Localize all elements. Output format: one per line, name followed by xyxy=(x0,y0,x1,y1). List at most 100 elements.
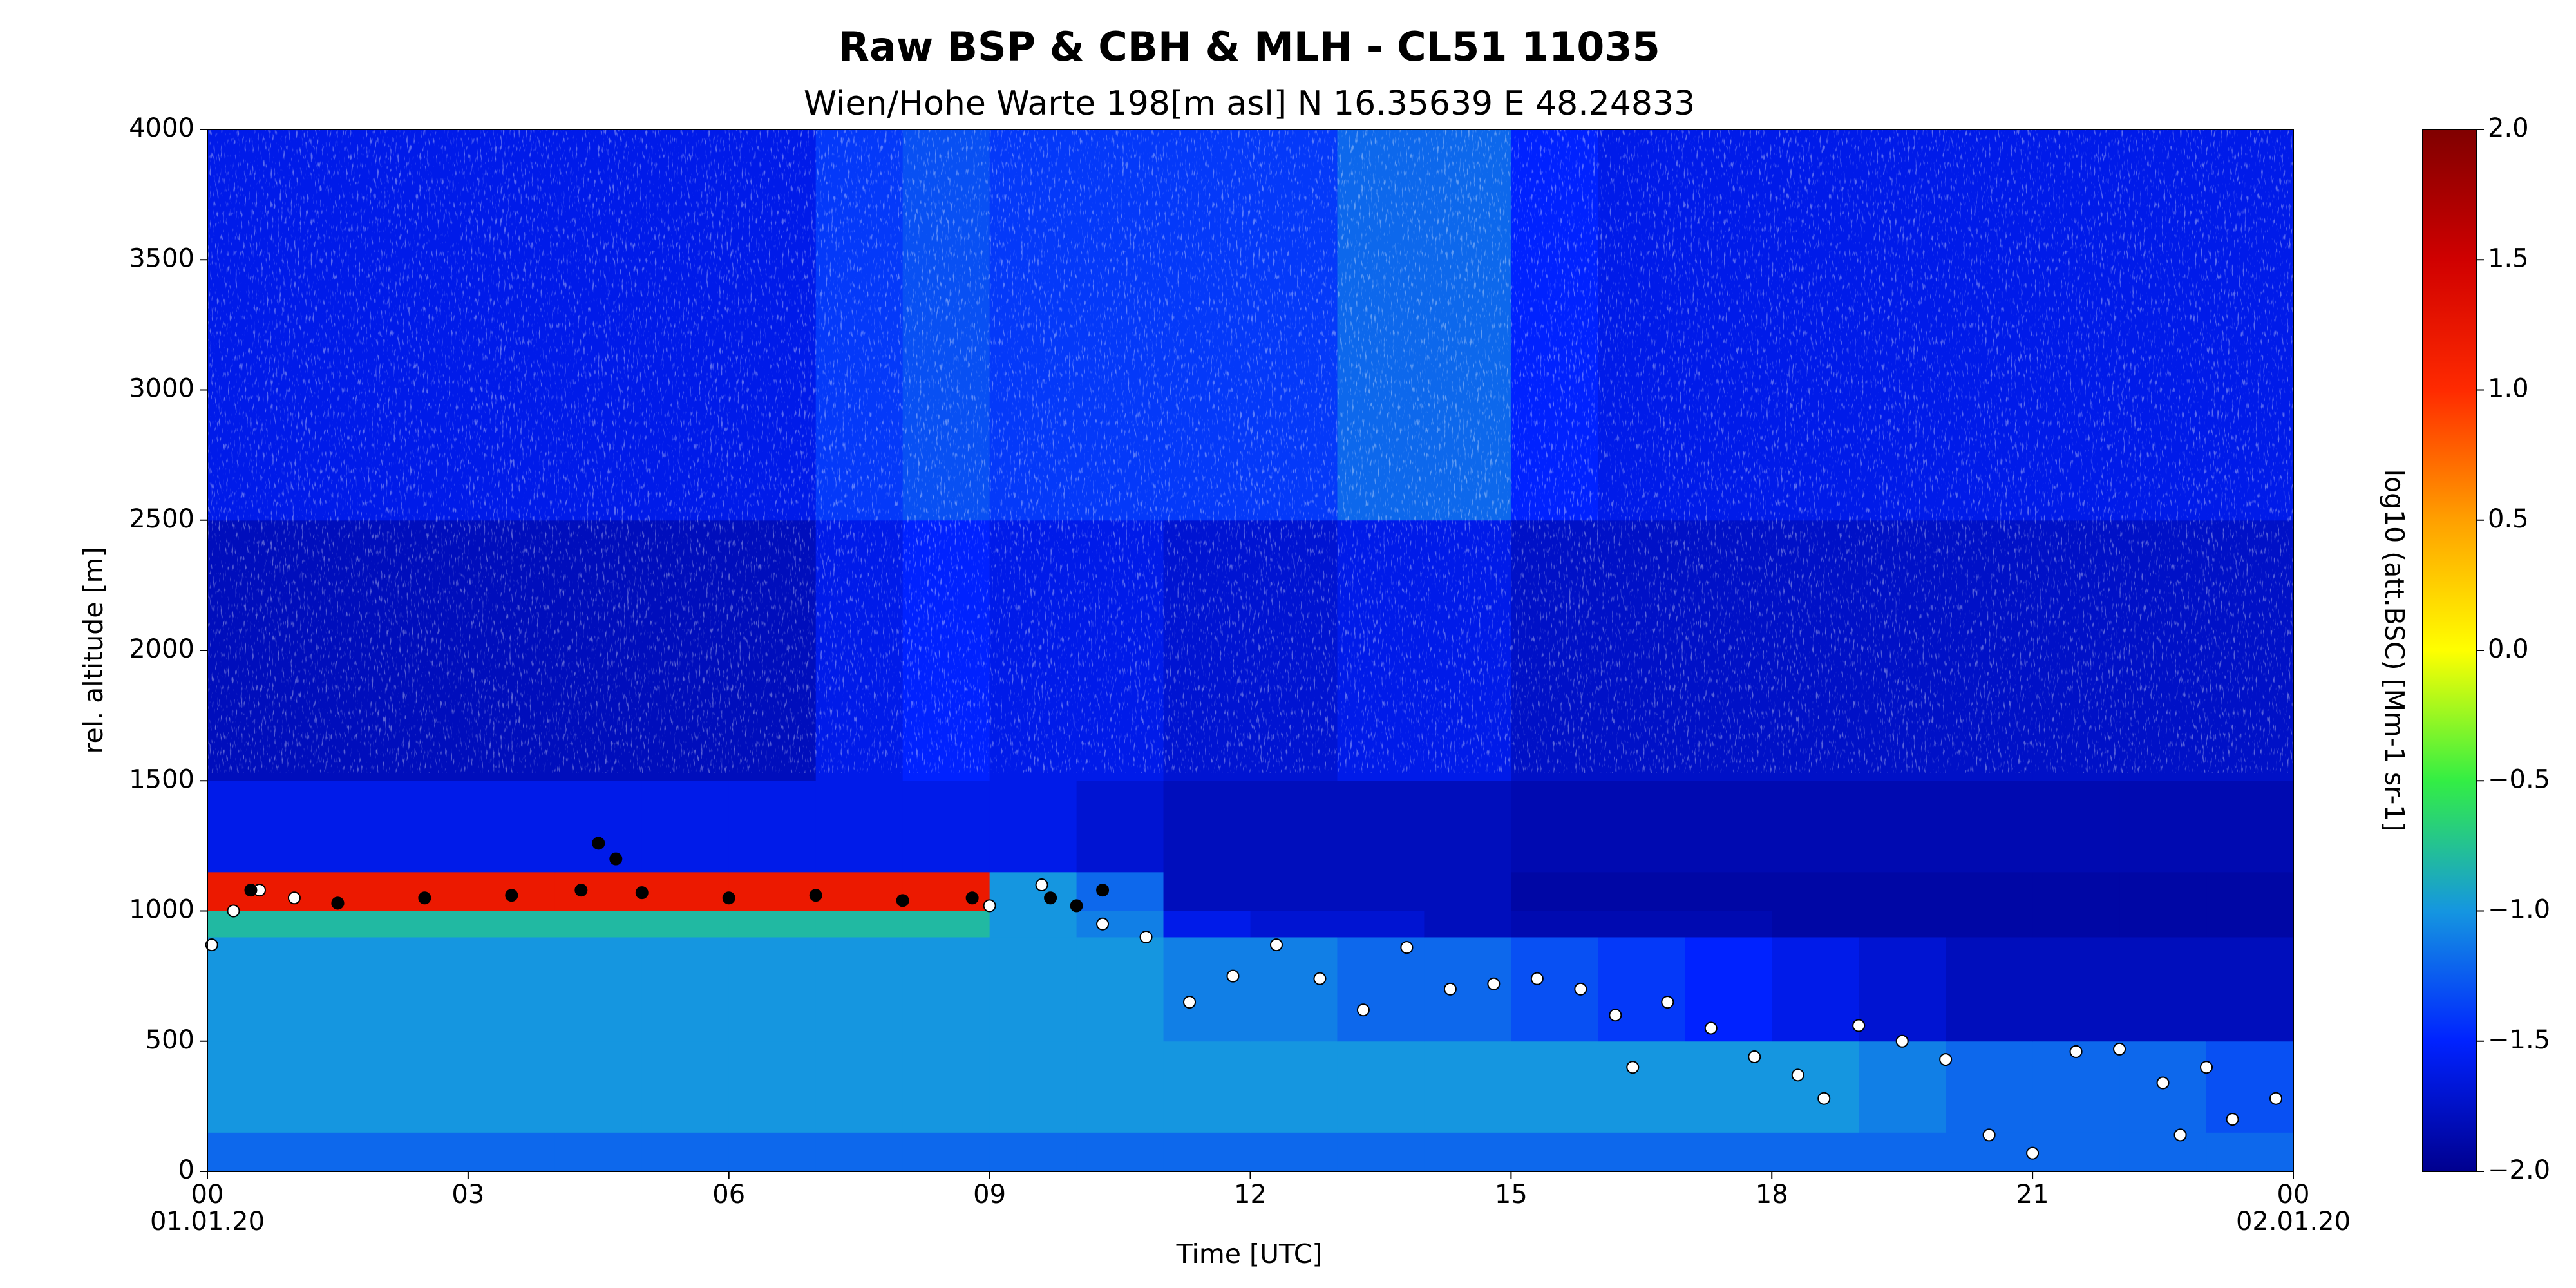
heatmap-cell xyxy=(1076,871,1164,911)
heatmap-cell xyxy=(381,936,469,1042)
heatmap-cell xyxy=(902,781,990,873)
heatmap-cell xyxy=(1598,781,1685,873)
heatmap-cell xyxy=(2206,1041,2293,1133)
marker xyxy=(1096,917,1110,931)
heatmap-cell xyxy=(641,1041,730,1133)
heatmap-cell xyxy=(1163,1041,1251,1133)
x-tick-label: 00 xyxy=(191,1180,224,1209)
heatmap-cell xyxy=(1163,871,1251,911)
heatmap-cell xyxy=(902,911,990,938)
y-tick-label: 4000 xyxy=(129,113,194,143)
marker xyxy=(1852,1019,1866,1032)
heatmap-cell xyxy=(468,1132,556,1171)
heatmap-cell xyxy=(554,936,643,1042)
heatmap-cell xyxy=(1946,936,2033,1042)
chart-subtitle: Wien/Hohe Warte 198[m asl] N 16.35639 E … xyxy=(804,84,1695,123)
marker xyxy=(2026,1146,2040,1160)
heatmap-cell xyxy=(2206,1132,2293,1171)
marker xyxy=(1356,1003,1370,1017)
heatmap-cell xyxy=(2119,871,2207,911)
marker xyxy=(1982,1128,1996,1142)
y-tick-label: 1000 xyxy=(129,895,194,925)
y-tick-label: 0 xyxy=(178,1155,194,1185)
heatmap-cell xyxy=(1859,871,1946,911)
heatmap-cell xyxy=(2206,936,2293,1042)
heatmap-cell xyxy=(1598,911,1685,938)
heatmap-cell xyxy=(2206,871,2293,911)
heatmap-cell xyxy=(1250,936,1338,1042)
heatmap-cell xyxy=(1598,936,1685,1042)
marker xyxy=(1530,972,1544,985)
marker xyxy=(1661,996,1674,1009)
heatmap-cell xyxy=(989,1041,1077,1133)
marker xyxy=(1044,891,1057,905)
colorbar-tick-label: 0.5 xyxy=(2488,504,2529,534)
colorbar-tick-label: 0.0 xyxy=(2488,634,2529,664)
heatmap-cell xyxy=(1685,781,1772,873)
heatmap-cell xyxy=(815,1041,904,1133)
heatmap-cell xyxy=(902,1041,990,1133)
heatmap-cell xyxy=(1424,1041,1511,1133)
heatmap-cell xyxy=(989,781,1077,873)
marker xyxy=(1574,982,1587,996)
marker xyxy=(1400,941,1414,954)
heatmap-cell xyxy=(2032,1132,2120,1171)
heatmap-cell xyxy=(815,911,904,938)
heatmap-cell xyxy=(1337,871,1425,911)
heatmap-cell xyxy=(207,911,295,938)
marker xyxy=(1626,1061,1640,1074)
heatmap-cell xyxy=(381,1041,469,1133)
heatmap-cell xyxy=(1424,936,1511,1042)
heatmap-cell xyxy=(381,781,469,873)
heatmap-cell xyxy=(207,936,295,1042)
colorbar-tick-label: −0.5 xyxy=(2488,764,2550,794)
x-date-label: 01.01.20 xyxy=(150,1207,265,1236)
marker xyxy=(1269,938,1283,952)
heatmap-cell xyxy=(1250,911,1338,938)
colorbar xyxy=(2422,129,2477,1172)
marker xyxy=(1487,977,1501,990)
marker xyxy=(1895,1034,1909,1048)
y-tick-label: 2000 xyxy=(129,634,194,664)
heatmap-cell xyxy=(294,911,382,938)
heatmap-cell xyxy=(1859,1132,1946,1171)
marker xyxy=(2069,1045,2083,1058)
heatmap-cell xyxy=(468,911,556,938)
marker xyxy=(1035,878,1048,892)
y-axis-label: rel. altitude [m] xyxy=(78,547,109,754)
heatmap-cell xyxy=(1163,936,1251,1042)
marker xyxy=(983,899,996,913)
heatmap-cell xyxy=(2119,911,2207,938)
heatmap-cell xyxy=(728,1132,817,1171)
heatmap-cell xyxy=(554,781,643,873)
marker xyxy=(1226,969,1240,983)
heatmap-cell xyxy=(2032,781,2120,873)
heatmap-cell xyxy=(381,911,469,938)
heatmap-cell xyxy=(641,781,730,873)
marker xyxy=(1939,1053,1953,1066)
marker xyxy=(287,891,301,905)
x-tick-label: 03 xyxy=(451,1180,484,1209)
heatmap-cell xyxy=(2119,781,2207,873)
marker xyxy=(635,886,649,900)
heatmap-cell xyxy=(1163,911,1251,938)
heatmap-cell xyxy=(2032,936,2120,1042)
heatmap-cell xyxy=(728,1041,817,1133)
marker xyxy=(227,904,240,918)
heatmap-cell xyxy=(1511,781,1598,873)
heatmap-cell xyxy=(1598,871,1685,911)
colorbar-tick-label: 1.0 xyxy=(2488,374,2529,404)
heatmap-cell xyxy=(1859,781,1946,873)
heatmap-cell xyxy=(468,936,556,1042)
x-tick-label: 21 xyxy=(2016,1180,2049,1209)
heatmap-cell xyxy=(1076,781,1164,873)
colorbar-tick-label: −2.0 xyxy=(2488,1155,2550,1185)
heatmap-cell xyxy=(1250,781,1338,873)
heatmap-cell xyxy=(1511,1132,1598,1171)
marker xyxy=(574,884,588,897)
heatmap-cell xyxy=(1859,1041,1946,1133)
heatmap-cell xyxy=(1424,1132,1511,1171)
y-tick-label: 3000 xyxy=(129,374,194,404)
heatmap-cell xyxy=(1163,781,1251,873)
heatmap-cell xyxy=(815,871,904,911)
